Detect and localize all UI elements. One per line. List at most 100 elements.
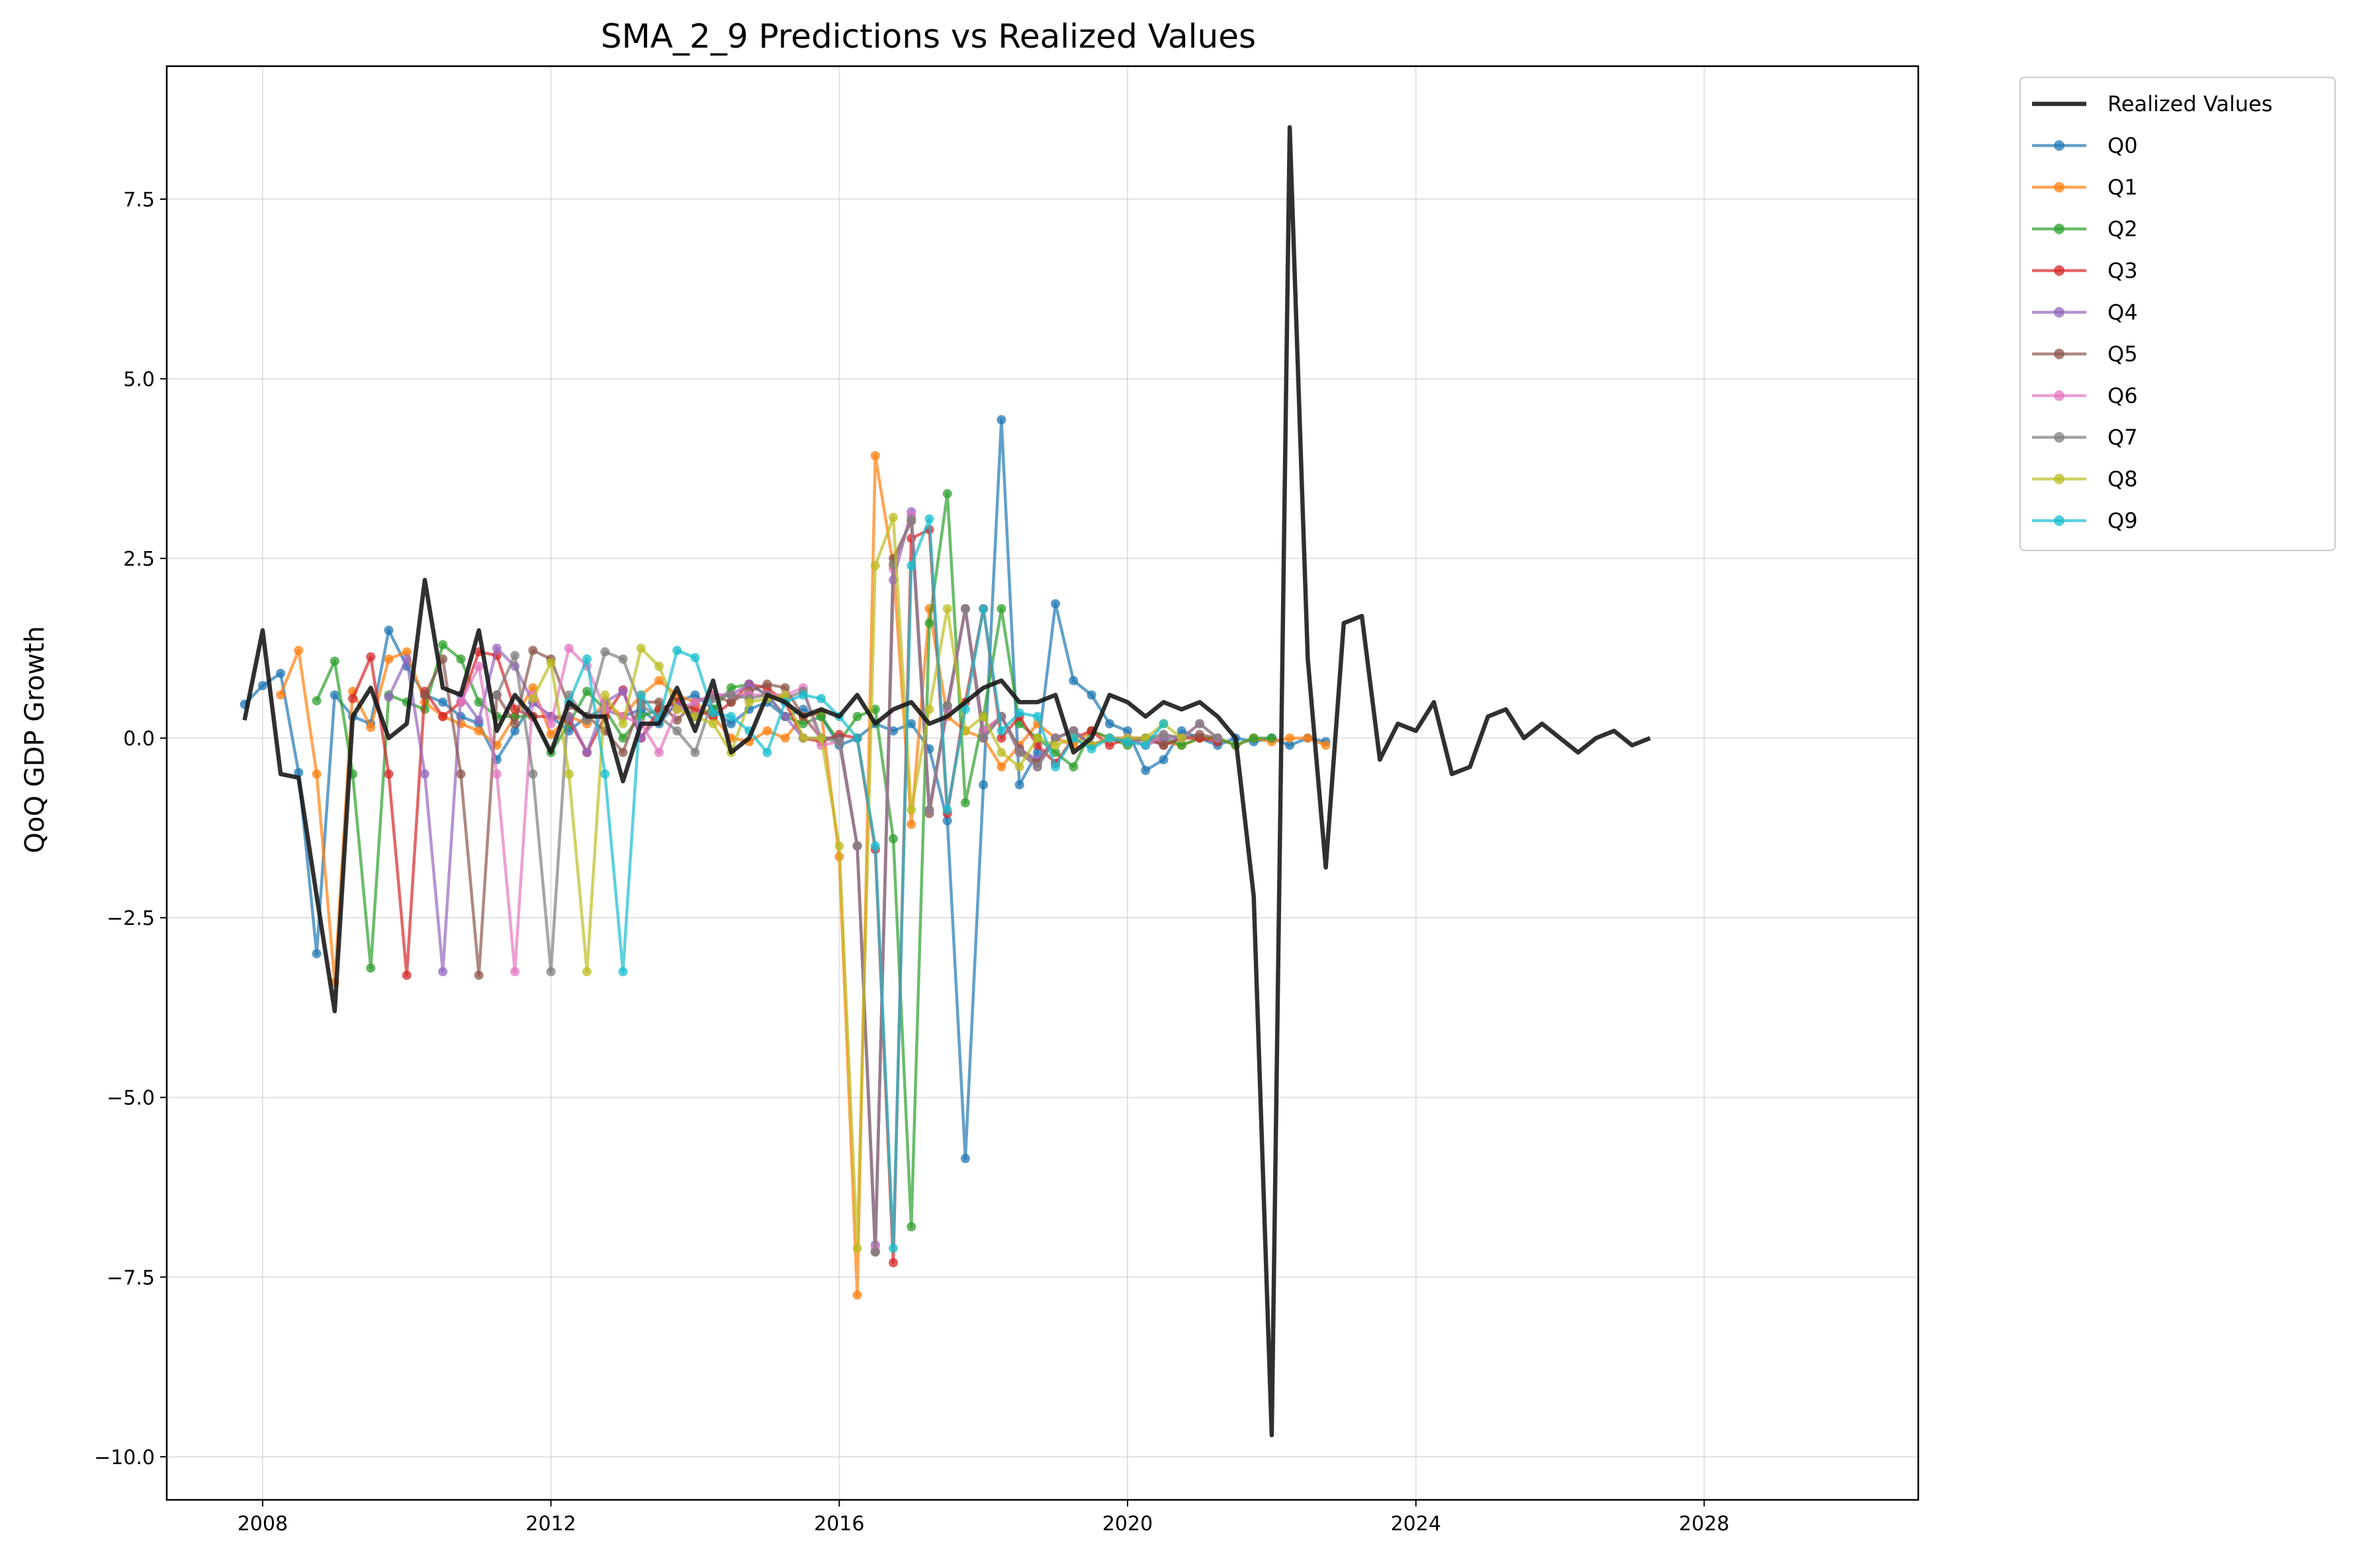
series-point-q0 — [960, 1154, 970, 1164]
series-point-q0 — [1159, 755, 1169, 765]
series-point-q2 — [456, 654, 466, 664]
series-point-q0 — [294, 767, 304, 777]
series-line-q0 — [243, 418, 1327, 1160]
series-point-q0 — [907, 719, 916, 728]
series-point-q9 — [1104, 733, 1114, 743]
series-point-q1 — [1285, 733, 1295, 743]
series-point-q2 — [330, 656, 339, 666]
series-point-q0 — [1176, 726, 1186, 736]
legend-item: Q7 — [2032, 425, 2138, 450]
series-point-q9 — [1014, 708, 1024, 718]
series-point-q5 — [762, 679, 772, 689]
series-point-q9 — [762, 748, 772, 758]
series-point-q7 — [672, 726, 682, 736]
x-tick-label: 2024 — [1391, 1512, 1441, 1536]
series-point-q3 — [1104, 740, 1114, 750]
series-point-q6 — [456, 697, 466, 707]
legend-label: Q0 — [2108, 133, 2138, 158]
series-point-q2 — [582, 687, 592, 697]
series-point-q8 — [564, 769, 574, 779]
legend-swatch-marker — [2054, 390, 2064, 401]
series-point-q3 — [889, 1258, 899, 1268]
series-point-q0 — [997, 415, 1006, 425]
series-point-q3 — [997, 733, 1006, 743]
series-point-q7 — [979, 733, 989, 743]
series-point-q0 — [1285, 740, 1295, 750]
x-tick-label: 2008 — [238, 1512, 288, 1536]
series-point-q2 — [366, 963, 376, 973]
series-point-q1 — [654, 675, 664, 685]
series-point-q5 — [420, 690, 429, 700]
series-point-q8 — [997, 748, 1006, 758]
series-point-q2 — [438, 640, 448, 650]
series-point-q1 — [780, 733, 790, 743]
series-point-q1 — [1321, 740, 1331, 750]
series-point-q0 — [257, 681, 267, 691]
series-point-q9 — [960, 705, 970, 715]
series-point-q4 — [402, 654, 412, 664]
series-point-q9 — [636, 690, 646, 700]
series-point-q0 — [1087, 690, 1096, 700]
x-tick-label: 2012 — [525, 1512, 576, 1536]
series-point-q9 — [997, 726, 1006, 736]
series-line-q2 — [315, 492, 1272, 1229]
series-line-q7 — [495, 517, 1219, 1254]
series-point-q9 — [817, 693, 826, 703]
series-point-q8 — [907, 805, 916, 815]
series-point-q8 — [1014, 762, 1024, 772]
legend-item: Q1 — [2032, 175, 2138, 200]
series-point-q1 — [402, 647, 412, 657]
series-point-q5 — [456, 769, 466, 779]
series-point-q7 — [510, 650, 520, 660]
series-point-q1 — [997, 762, 1006, 772]
series-point-q7 — [1014, 748, 1024, 758]
series-point-q2 — [618, 733, 628, 743]
series-point-q4 — [438, 967, 448, 977]
series-point-q3 — [438, 712, 448, 722]
series-point-q9 — [582, 654, 592, 664]
grid-lines — [167, 66, 1918, 1500]
series-point-q7 — [1069, 726, 1079, 736]
series-point-q2 — [942, 489, 952, 499]
series-point-q9 — [1159, 719, 1169, 728]
legend-item: Q5 — [2032, 341, 2138, 367]
series-point-q5 — [1194, 730, 1204, 740]
series-line-q9 — [567, 517, 1165, 1250]
legend-swatch-marker — [2054, 349, 2064, 359]
series-point-q1 — [762, 726, 772, 736]
realized-values-line — [242, 125, 1652, 1438]
series-point-q9 — [889, 1243, 899, 1253]
series-point-q1 — [870, 451, 880, 460]
series-point-q2 — [907, 1222, 916, 1232]
legend-swatch-marker — [2054, 265, 2064, 276]
series-point-q8 — [780, 690, 790, 700]
series-q4 — [384, 507, 1186, 1250]
series-point-q6 — [546, 719, 556, 728]
series-point-q5 — [618, 748, 628, 758]
series-point-q6 — [654, 748, 664, 758]
series-point-q4 — [420, 769, 429, 779]
y-axis-label: QoQ GDP Growth — [20, 626, 50, 853]
series-point-q3 — [402, 971, 412, 980]
series-point-q2 — [1069, 762, 1079, 772]
legend-swatch-marker — [2054, 140, 2064, 151]
series-point-q0 — [889, 726, 899, 736]
series-point-q9 — [924, 514, 934, 524]
series-point-q6 — [474, 661, 484, 671]
series-point-q8 — [528, 693, 538, 703]
series-point-q9 — [798, 690, 808, 700]
axis-ticks: 2008 2012 2016 2020 2024 2028 7.5 5.0 2.5 0.0 −2.5… — [94, 189, 1730, 1536]
series-q0 — [240, 415, 1331, 1164]
series-point-q8 — [889, 513, 899, 523]
series-point-q5 — [510, 719, 520, 728]
series-point-q0 — [1104, 719, 1114, 728]
series-point-q2 — [1266, 733, 1276, 743]
series-point-q2 — [960, 798, 970, 808]
series-point-q4 — [744, 679, 754, 689]
series-point-q0 — [1069, 675, 1079, 685]
series-point-q7 — [1213, 733, 1223, 743]
series-point-q5 — [474, 971, 484, 980]
series-point-q5 — [654, 697, 664, 707]
plot-series — [240, 125, 1652, 1438]
series-point-q2 — [924, 618, 934, 628]
